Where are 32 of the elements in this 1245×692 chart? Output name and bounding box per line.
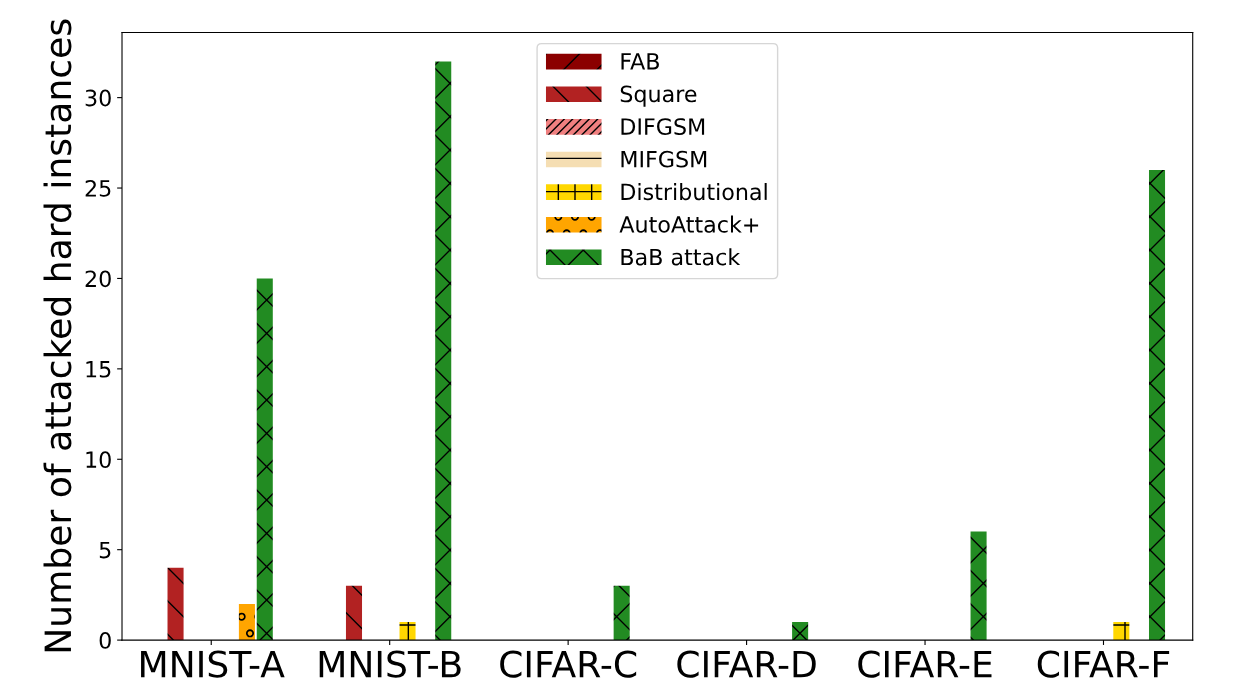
- x-tick-label: CIFAR-F: [1037, 650, 1170, 678]
- y-tick-label: 30: [85, 89, 111, 107]
- legend-label: Distributional: [621, 183, 767, 201]
- legend-label: BaB attack: [621, 248, 741, 266]
- bar: [238, 603, 255, 641]
- bar: [167, 567, 184, 641]
- bar: [256, 278, 273, 641]
- y-axis-title: Number of attacked hard instances: [43, 19, 72, 652]
- bar: [435, 61, 452, 641]
- y-tick-label: 0: [99, 632, 111, 649]
- legend-label: Square: [620, 85, 697, 107]
- bar: [613, 585, 630, 641]
- y-tick-label: 10: [86, 451, 111, 469]
- bar: [1113, 622, 1130, 641]
- bar: [399, 622, 416, 641]
- legend-label: AutoAttack+: [619, 215, 759, 233]
- y-tick-label: 20: [85, 270, 111, 288]
- legend-label: DIFGSM: [621, 118, 705, 135]
- y-tick-label: 15: [86, 361, 111, 378]
- x-tick-label: CIFAR-D: [677, 650, 816, 678]
- bar: [792, 622, 809, 641]
- x-tick-label: MNIST-A: [141, 650, 285, 678]
- legend-label: MIFGSM: [621, 150, 707, 168]
- x-tick-label: MNIST-B: [319, 650, 461, 678]
- legend-label: FAB: [621, 53, 659, 70]
- y-tick-label: 25: [85, 179, 111, 197]
- bar: [970, 531, 987, 641]
- bar: [345, 585, 363, 641]
- x-tick-label: CIFAR-E: [858, 650, 992, 678]
- y-tick-label: 5: [99, 541, 111, 559]
- x-tick-label: CIFAR-C: [500, 650, 637, 678]
- bar: [1148, 169, 1166, 641]
